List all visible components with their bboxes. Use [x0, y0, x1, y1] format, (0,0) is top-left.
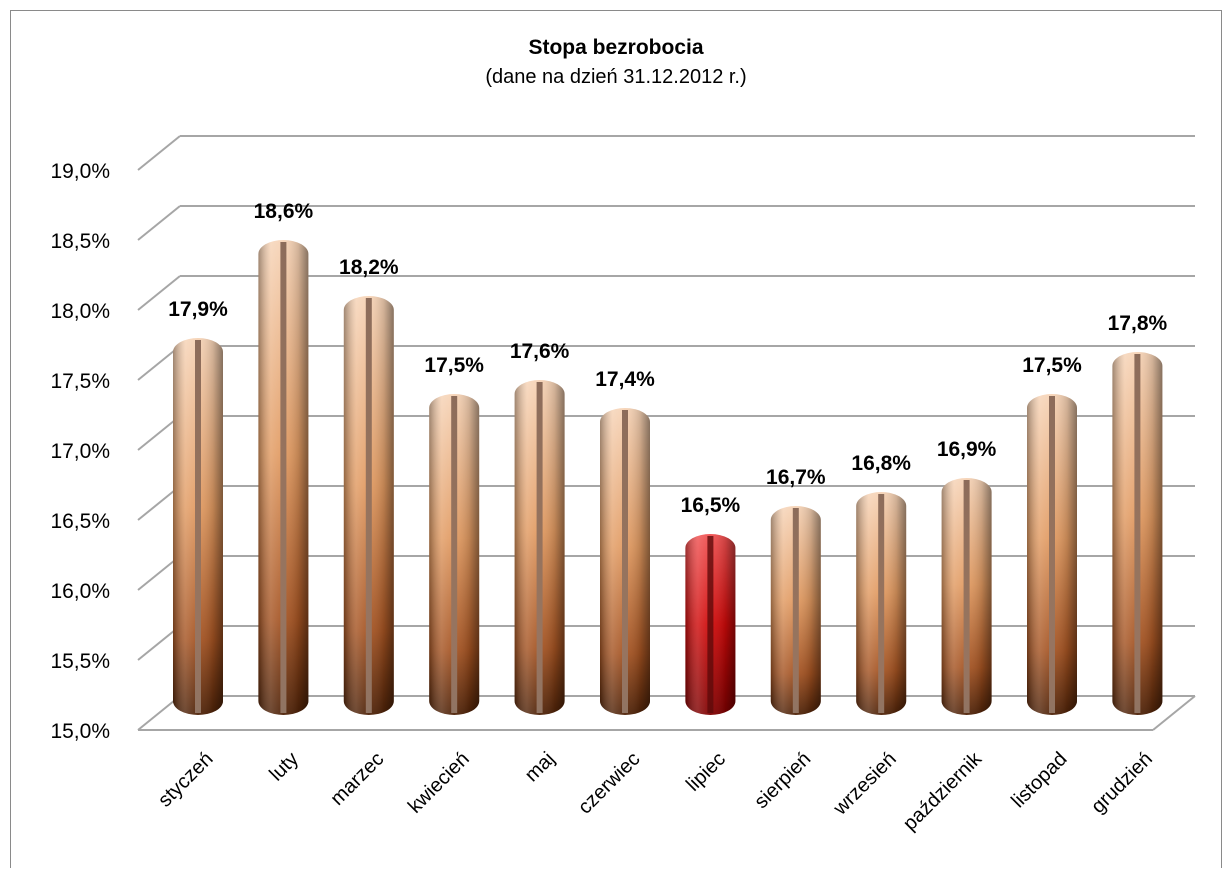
data-label: 18,2%: [339, 256, 399, 279]
bar-stripe: [707, 536, 714, 713]
x-tick-label: lipiec: [682, 748, 730, 796]
bar-luty: [258, 240, 309, 715]
data-label: 17,5%: [1022, 354, 1082, 377]
x-tick-label: maj: [521, 748, 559, 786]
data-label: 17,5%: [424, 354, 484, 377]
floor-edge-side: [1152, 695, 1196, 731]
y-tick-label: 18,0%: [50, 300, 110, 323]
data-labels: 17,9% 18,6% 18,2% 17,5% 17,6% 17,4% 16,5% 16,7%…: [168, 200, 1167, 517]
y-tick-label: 18,5%: [50, 230, 110, 253]
data-label: 16,5%: [681, 494, 741, 517]
chart-title: Stopa bezrobocia: [528, 36, 704, 59]
y-tick-label: 19,0%: [50, 160, 110, 183]
data-label: 17,8%: [1108, 312, 1168, 335]
x-tick-label: kwiecień: [404, 748, 474, 818]
bar-maj: [514, 380, 565, 715]
gridline-diagonal: [137, 345, 181, 381]
bar-stripe: [536, 382, 543, 713]
y-tick-label: 15,0%: [50, 720, 110, 743]
bar-stripe: [280, 242, 287, 713]
bar-stripe: [1049, 396, 1055, 713]
gridline-diagonal: [137, 695, 181, 731]
chart-subtitle: (dane na dzień 31.12.2012 r.): [485, 66, 747, 88]
bar-wrzesień: [856, 492, 907, 715]
bar-stripe: [195, 340, 201, 713]
bar-stripe: [365, 298, 372, 713]
x-tick-label: grudzień: [1087, 748, 1157, 818]
x-tick-label: luty: [265, 748, 303, 786]
bar-stripe: [622, 410, 628, 713]
bar-grudzień: [1112, 352, 1163, 715]
bar-lipiec: [685, 534, 736, 715]
x-tick-label: marzec: [326, 748, 388, 810]
y-tick-label: 16,5%: [50, 510, 110, 533]
x-tick-label: styczeń: [154, 748, 218, 812]
x-tick-label: wrzesień: [829, 748, 901, 820]
bar-listopad: [1027, 394, 1077, 715]
data-label: 16,9%: [937, 438, 997, 461]
data-label: 18,6%: [254, 200, 314, 223]
x-tick-label: październik: [899, 747, 987, 835]
bar-stripe: [792, 508, 799, 713]
bar-styczeń: [173, 338, 223, 715]
y-axis: 15,0% 15,5% 16,0% 16,5% 17,0% 17,5% 18,0% 18,5%…: [50, 160, 110, 743]
y-tick-label: 15,5%: [50, 650, 110, 673]
data-label: 16,7%: [766, 466, 826, 489]
bar-stripe: [878, 494, 885, 713]
x-tick-label: sierpień: [750, 748, 815, 813]
y-tick-label: 17,5%: [50, 370, 110, 393]
bar-czerwiec: [600, 408, 650, 715]
bar-kwiecień: [429, 394, 480, 715]
y-tick-label: 17,0%: [50, 440, 110, 463]
bar-stripe: [1134, 354, 1141, 713]
gridline-diagonal: [137, 135, 181, 171]
data-label: 16,8%: [851, 452, 911, 475]
data-label: 17,9%: [168, 298, 228, 321]
x-axis: styczeń luty marzec kwiecień maj czerwiec lipi…: [154, 747, 1157, 835]
x-tick-label: listopad: [1007, 748, 1071, 812]
data-label: 17,4%: [595, 368, 655, 391]
bar-stripe: [963, 480, 970, 713]
bar-marzec: [343, 296, 394, 715]
gridline-diagonal: [137, 205, 181, 241]
y-tick-label: 16,0%: [50, 580, 110, 603]
gridline-diagonal: [137, 275, 181, 311]
bar-stripe: [451, 396, 458, 713]
bar-październik: [941, 478, 992, 715]
bar-sierpień: [770, 506, 821, 715]
data-label: 17,6%: [510, 340, 570, 363]
x-tick-label: czerwiec: [574, 748, 645, 819]
bars: [173, 240, 1163, 715]
